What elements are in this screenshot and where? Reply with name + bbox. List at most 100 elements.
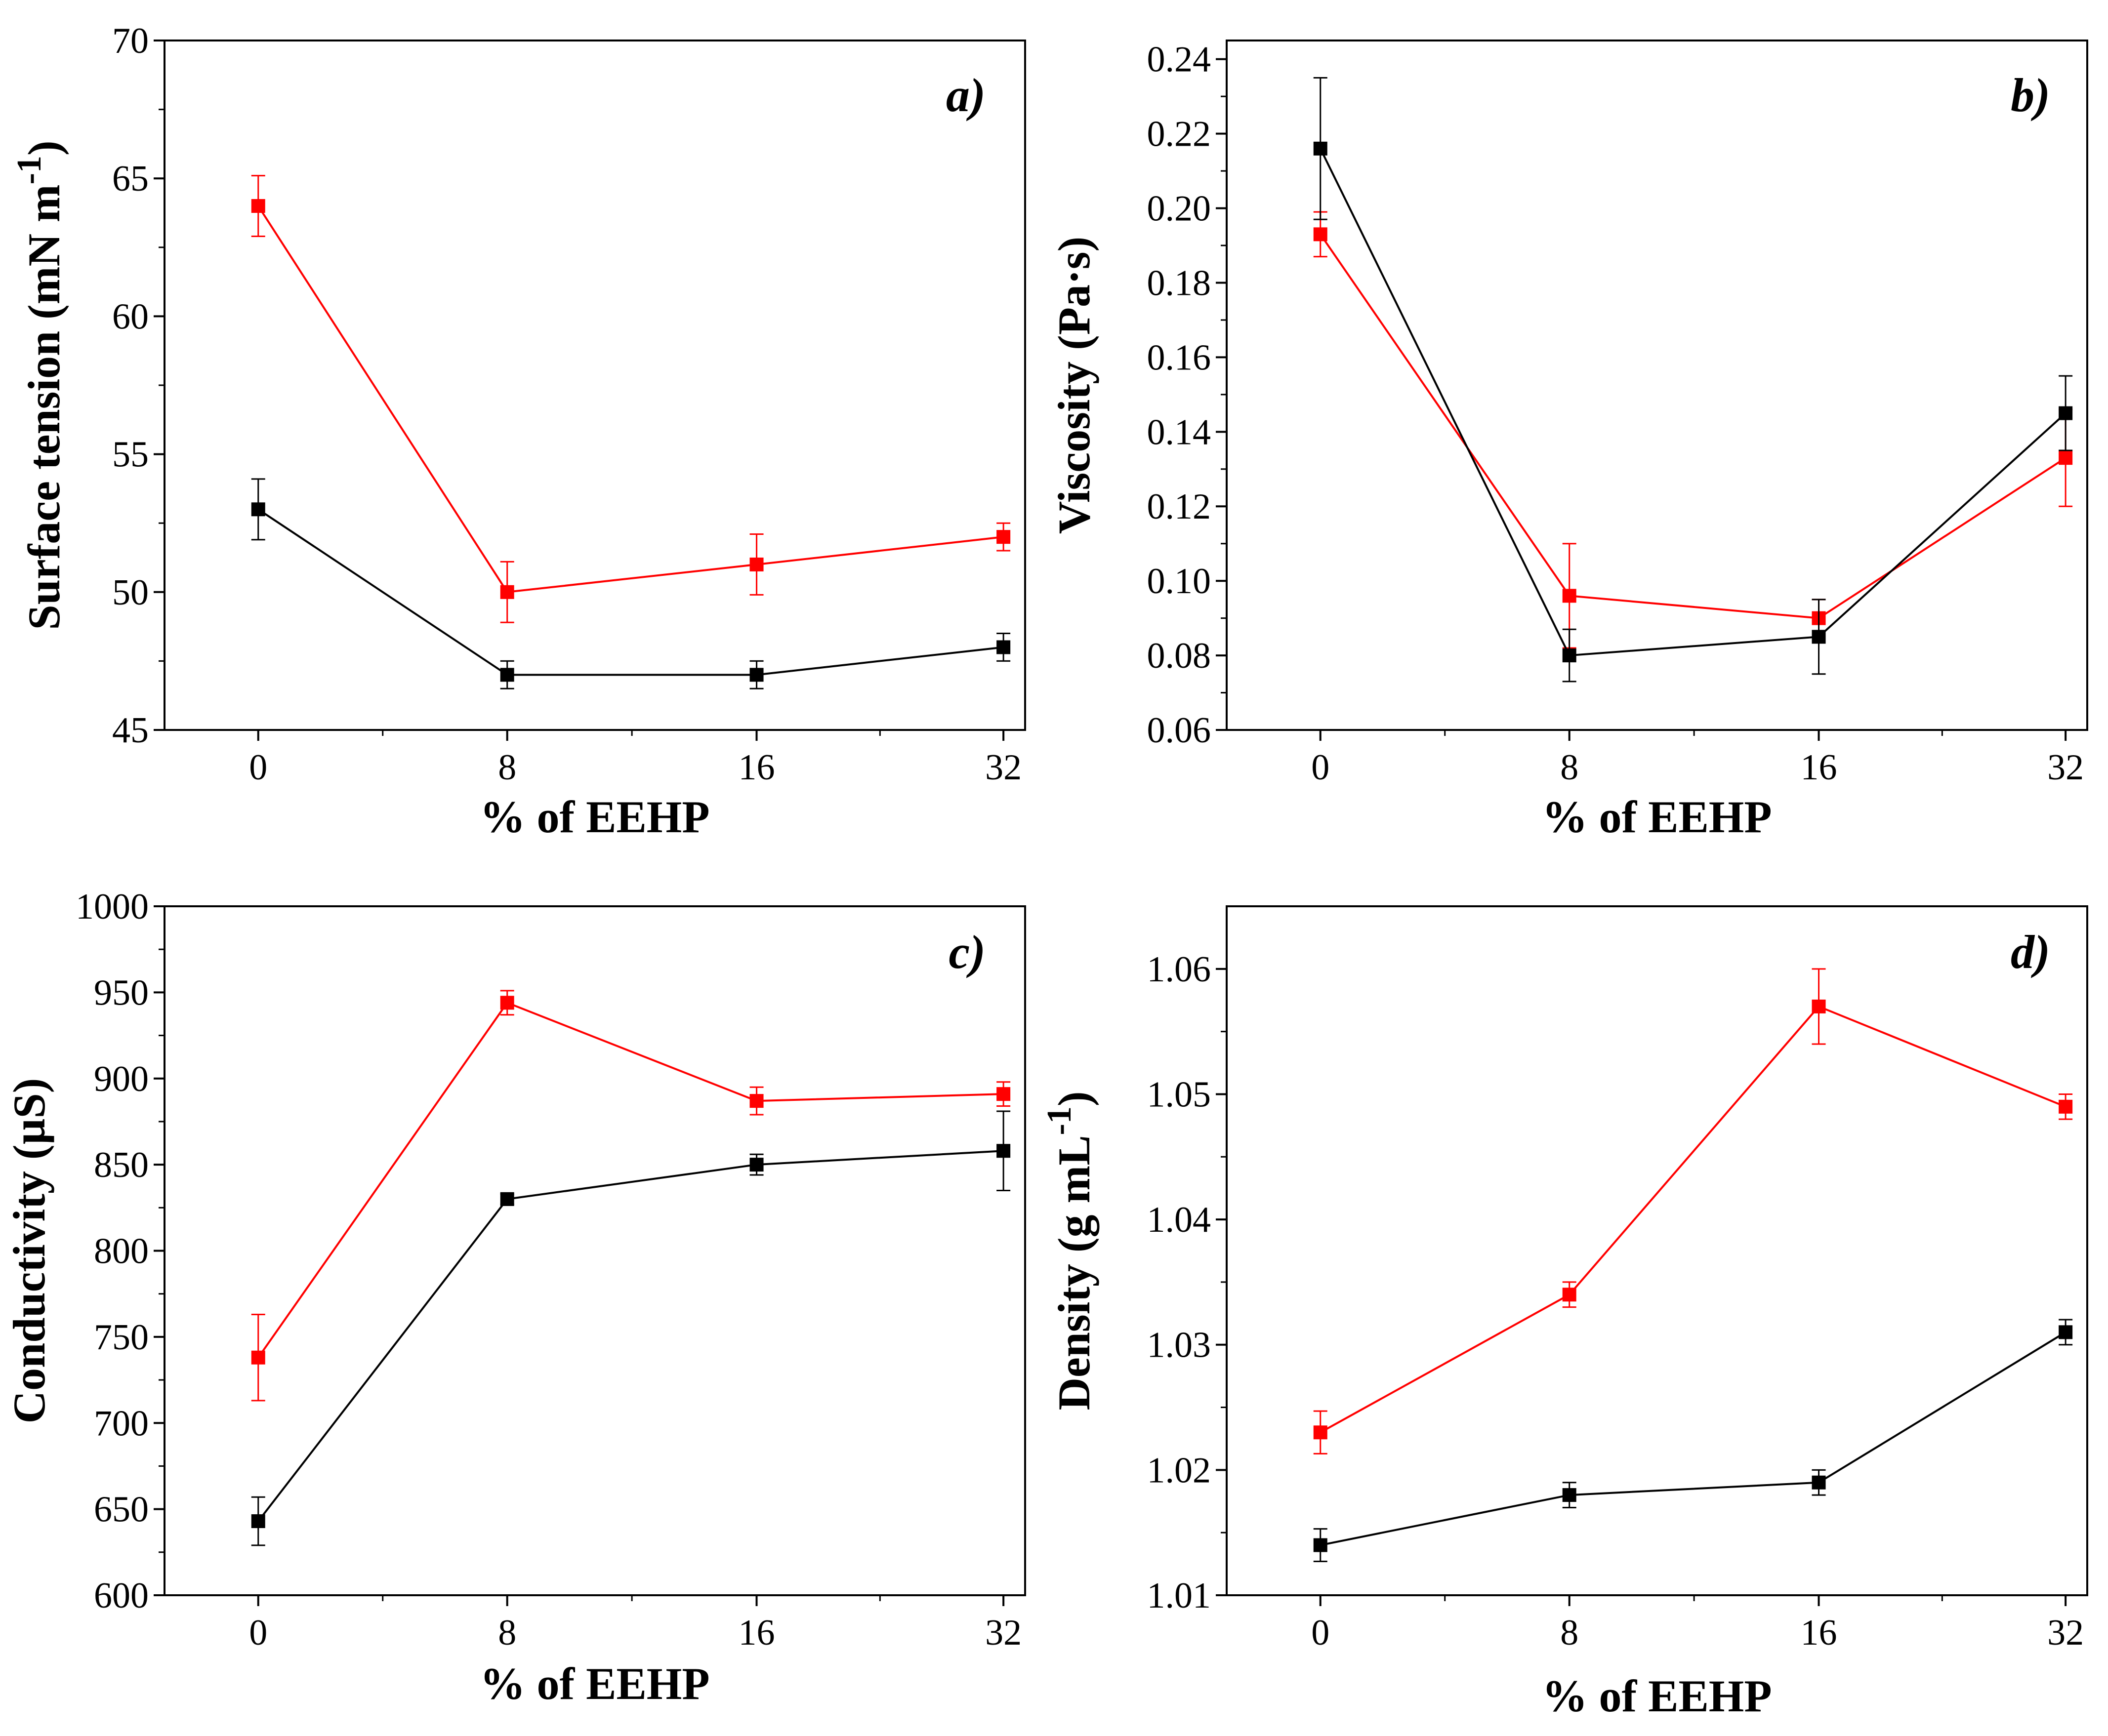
data-point: [251, 199, 265, 213]
data-point: [749, 668, 764, 682]
x-axis-title: % of EEHP: [1542, 792, 1772, 842]
data-point: [500, 585, 514, 599]
series-line: [257, 205, 1004, 593]
data-point: [996, 1087, 1011, 1101]
x-tick-label: 32: [2047, 1613, 2084, 1653]
series-2: [1313, 77, 2073, 683]
y-tick-label: 800: [94, 1231, 149, 1272]
y-tick-label: 900: [94, 1059, 149, 1099]
data-point: [1562, 648, 1576, 663]
y-tick-label: 850: [94, 1145, 149, 1185]
y-tick-label: 0.24: [1147, 40, 1211, 80]
y-tick-label: 0.10: [1147, 561, 1211, 602]
data-point: [500, 1192, 514, 1206]
x-axis-title: % of EEHP: [1542, 1671, 1772, 1721]
y-tick-label: 0.06: [1147, 710, 1211, 751]
series-line: [257, 508, 1004, 676]
y-tick-label: 0.20: [1147, 189, 1211, 229]
x-tick-label: 8: [1560, 747, 1578, 788]
x-axis-title: % of EEHP: [480, 1658, 709, 1709]
y-tick-label: 60: [112, 296, 149, 337]
data-point: [1313, 1425, 1327, 1440]
chart-panel-1: 45 50 55 60 65 70 0 8 16 32 % of EEHP Surface tensi…: [10, 21, 1026, 842]
y-tick-label: 750: [94, 1317, 149, 1358]
series-1: [251, 990, 1011, 1402]
data-point: [749, 1094, 764, 1108]
y-tick-label: 1000: [76, 887, 149, 927]
data-point: [996, 530, 1011, 544]
data-point: [2059, 1099, 2073, 1114]
series-1: [1313, 968, 2073, 1454]
chart-panel-3: 600 650 700 750 800 850 900 950 1000 0 8 16 32 % of E…: [4, 887, 1026, 1709]
y-axis-title: Conductivity (µS): [4, 1078, 54, 1424]
y-tick-label: 1.04: [1147, 1200, 1211, 1240]
series-1: [1313, 211, 2073, 649]
data-point: [1562, 1288, 1576, 1302]
series-2: [251, 1110, 1011, 1546]
series-line: [257, 1001, 1004, 1358]
y-tick-label: 0.12: [1147, 486, 1211, 527]
data-point: [2059, 1325, 2073, 1339]
data-point: [1313, 227, 1327, 242]
series-line: [1320, 1331, 2067, 1546]
x-tick-label: 0: [1311, 747, 1329, 788]
series-2: [1313, 1319, 2073, 1563]
data-point: [996, 1144, 1011, 1158]
y-tick-label: 1.03: [1147, 1325, 1211, 1366]
data-point: [251, 1350, 265, 1365]
y-axis-title: Density (g mL-1): [1040, 1091, 1099, 1410]
data-point: [1812, 1475, 1826, 1490]
data-point: [1812, 999, 1826, 1013]
y-tick-label: 0.14: [1147, 412, 1211, 452]
series-1: [251, 175, 1011, 623]
series-line: [1319, 148, 2067, 657]
x-tick-label: 32: [985, 747, 1022, 788]
x-tick-label: 8: [1560, 1613, 1578, 1653]
plot-frame: [1226, 40, 2088, 731]
chart-panel-4: 1.01 1.02 1.03 1.04 1.05 1.06 0 8 16 32 % of EEHP D…: [1040, 905, 2088, 1721]
plot-frame: [164, 905, 1026, 1596]
y-tick-label: 50: [112, 572, 149, 613]
data-point: [749, 557, 764, 571]
y-axis-title: Viscosity (Pa·s): [1049, 237, 1099, 534]
data-point: [1562, 589, 1576, 603]
series-line: [1320, 234, 2067, 619]
y-tick-label: 0.08: [1147, 636, 1211, 676]
data-point: [1313, 1538, 1327, 1552]
data-point: [251, 1514, 265, 1529]
plot-frame: [164, 40, 1026, 731]
y-axis-title: Surface tension (mN m-1): [10, 141, 69, 630]
x-tick-label: 16: [739, 1613, 775, 1653]
y-tick-label: 45: [112, 710, 149, 751]
chart-panel-2: 0.06 0.08 0.10 0.12 0.14 0.16 0.18 0.20 0.22 0.24…: [1049, 40, 2088, 842]
x-tick-label: 0: [1311, 1613, 1329, 1653]
x-tick-label: 8: [498, 1613, 516, 1653]
panel-letter: a): [946, 69, 986, 121]
x-tick-label: 32: [985, 1613, 1022, 1653]
data-point: [2059, 406, 2073, 420]
y-tick-label: 70: [112, 21, 149, 61]
panel-letter: c): [949, 926, 986, 978]
x-tick-label: 0: [249, 747, 267, 788]
y-tick-label: 700: [94, 1403, 149, 1444]
y-tick-label: 1.01: [1147, 1575, 1211, 1616]
data-point: [500, 996, 514, 1010]
series-line: [257, 1150, 1004, 1522]
series-line: [1320, 1005, 2066, 1434]
y-tick-label: 1.05: [1147, 1074, 1211, 1115]
y-tick-label: 600: [94, 1575, 149, 1616]
x-tick-label: 16: [739, 747, 775, 788]
y-tick-label: 950: [94, 972, 149, 1013]
panel-letter: b): [2011, 69, 2050, 121]
y-tick-label: 55: [112, 435, 149, 475]
y-tick-label: 0.22: [1147, 114, 1211, 155]
x-axis-title: % of EEHP: [480, 792, 709, 842]
y-tick-label: 1.02: [1147, 1450, 1211, 1491]
x-tick-label: 16: [1801, 1613, 1837, 1653]
data-point: [2059, 451, 2073, 465]
y-tick-label: 650: [94, 1490, 149, 1530]
series-2: [251, 478, 1011, 689]
data-point: [1812, 630, 1826, 644]
panel-letter: d): [2011, 926, 2050, 978]
